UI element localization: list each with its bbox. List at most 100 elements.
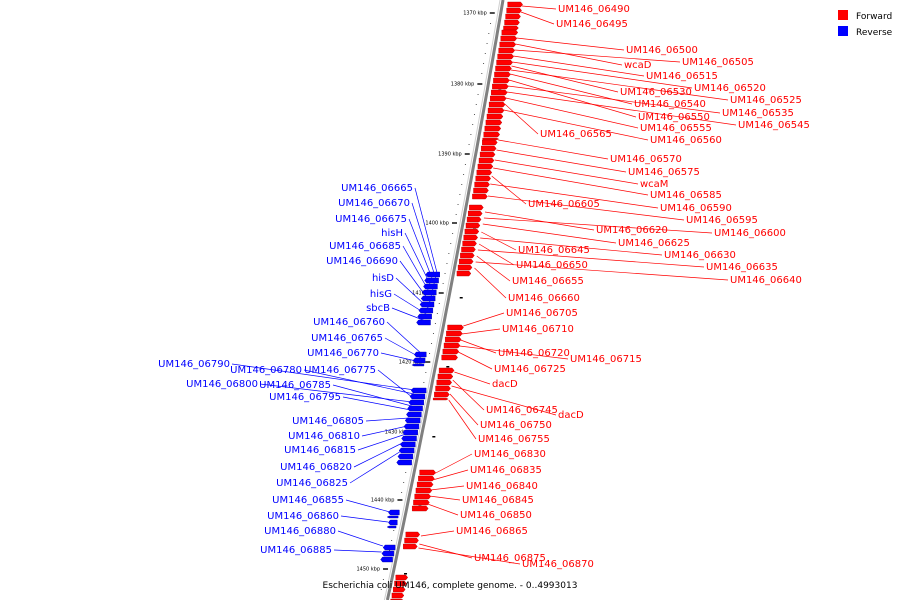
forward-gene-arrow (495, 65, 512, 72)
forward-gene-arrow (487, 107, 505, 114)
minor-tick (486, 43, 488, 44)
tick-mark (404, 573, 408, 575)
reverse-gene-arrow (410, 387, 427, 394)
minor-tick (483, 63, 485, 64)
minor-tick (436, 313, 438, 314)
tick-label: 1430 kbp (385, 430, 409, 436)
forward-gene-label: UM146_06535 (722, 108, 794, 119)
reverse-gene-label: UM146_06855 (272, 495, 344, 506)
reverse-gene-arrow (412, 357, 426, 364)
reverse-gene-label: UM146_06665 (341, 183, 413, 194)
legend-reverse-swatch (838, 26, 848, 36)
forward-leader-line (449, 393, 479, 426)
forward-gene-label: dacD (558, 410, 584, 421)
minor-tick (423, 382, 425, 383)
forward-leader-line (463, 312, 505, 327)
forward-gene-label: UM146_06540 (634, 99, 706, 110)
forward-leader-line (460, 339, 497, 354)
forward-leader-line (484, 211, 595, 231)
forward-gene-label: dacD (492, 379, 518, 390)
forward-gene-label: UM146_06745 (486, 405, 558, 416)
reverse-gene-arrow (388, 509, 400, 516)
forward-leader-line (482, 223, 617, 244)
forward-gene-label: UM146_06560 (650, 135, 722, 146)
reverse-leader-line (380, 352, 421, 363)
minor-tick (442, 283, 444, 284)
reverse-leader-line (349, 449, 403, 484)
reverse-gene-arrow (407, 405, 423, 412)
forward-gene-arrow (506, 7, 522, 14)
forward-leader-line (487, 195, 685, 221)
reverse-gene-arrow (402, 429, 418, 436)
minor-tick (448, 253, 450, 254)
forward-leader-line (419, 543, 473, 559)
forward-leader-line (491, 175, 527, 205)
forward-leader-line (448, 399, 477, 440)
reverse-gene-arrow (400, 441, 416, 448)
forward-leader-line (483, 217, 713, 234)
reverse-leader-line (402, 245, 434, 299)
reverse-gene-arrow (403, 423, 420, 430)
tick-label: 1370 kbp (463, 11, 487, 17)
forward-gene-arrow (435, 385, 451, 392)
legend-forward-label: Forward (856, 12, 892, 22)
reverse-leader-line (391, 307, 429, 323)
forward-gene-arrow (472, 193, 488, 200)
reverse-leader-line (414, 187, 438, 275)
reverse-gene-arrow (381, 550, 395, 557)
forward-gene-arrow (494, 71, 511, 78)
reverse-gene-label: UM146_06800 (186, 379, 258, 390)
forward-leader-line (510, 69, 729, 101)
minor-tick (382, 579, 384, 580)
reverse-leader-line (365, 417, 410, 422)
reverse-gene-arrow (425, 271, 440, 278)
minor-tick (444, 273, 446, 274)
forward-leader-line (474, 267, 507, 299)
label-leaders (231, 5, 737, 565)
reverse-gene-arrow (386, 525, 397, 529)
reverse-gene-label: hisG (370, 289, 392, 300)
minor-tick (473, 114, 475, 115)
reverse-leader-line (357, 433, 407, 451)
reverse-gene-arrow (417, 313, 432, 320)
forward-gene-label: UM146_06620 (596, 225, 668, 236)
forward-leader-line (503, 109, 649, 141)
minor-tick (403, 482, 405, 483)
forward-leader-line (515, 43, 623, 66)
forward-gene-arrow (488, 101, 506, 108)
minor-tick (431, 343, 433, 344)
forward-leader-line (514, 49, 681, 63)
forward-leader-line (507, 85, 721, 114)
forward-gene-label: UM146_06605 (528, 199, 600, 210)
forward-gene-arrow (462, 240, 477, 247)
reverse-leader-line (395, 277, 431, 311)
minor-tick (434, 323, 436, 324)
forward-leader-line (493, 167, 649, 196)
forward-gene-arrow (504, 19, 520, 26)
forward-gene-arrow (500, 35, 518, 42)
forward-leader-line (454, 371, 491, 385)
reverse-gene-arrow (419, 301, 435, 308)
reverse-leader-line (361, 425, 408, 437)
genome-caption: Escherichia coli UM146, complete genome.… (323, 581, 578, 591)
forward-leader-line (504, 103, 539, 135)
forward-gene-arrow (474, 181, 490, 188)
forward-gene-arrow (482, 139, 498, 146)
reverse-leader-line (231, 363, 415, 391)
forward-gene-label: UM146_06750 (480, 420, 552, 431)
minor-tick (461, 184, 463, 185)
forward-gene-label: UM146_06850 (460, 510, 532, 521)
minor-tick (470, 134, 472, 135)
reverse-gene-label: UM146_06770 (307, 348, 379, 359)
forward-gene-label: UM146_06590 (660, 203, 732, 214)
forward-gene-label: UM146_06840 (466, 481, 538, 492)
forward-gene-label: UM146_06525 (730, 95, 802, 106)
reverse-gene-arrow (416, 319, 431, 326)
minor-tick (393, 530, 395, 531)
forward-leader-line (508, 79, 637, 118)
reverse-leader-line (408, 218, 436, 287)
reverse-gene-arrow (406, 411, 422, 418)
forward-gene-label: UM146_06550 (638, 112, 710, 123)
reverse-leader-line (377, 369, 414, 399)
